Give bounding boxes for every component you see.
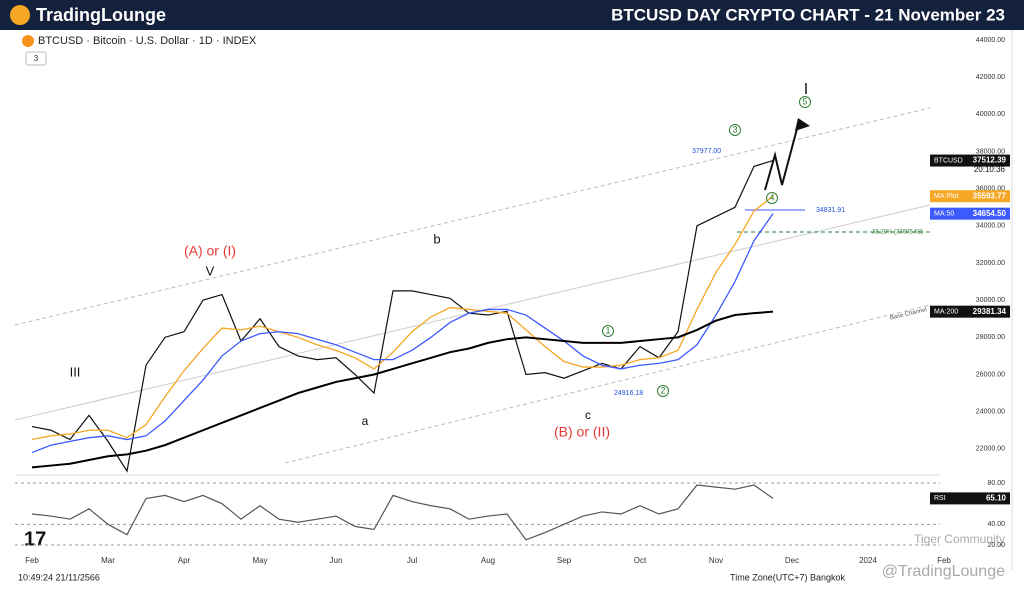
- y-tick-label: 34000.00: [976, 223, 1005, 230]
- symbol-label: BTCUSD · Bitcoin · U.S. Dollar · 1D · IN…: [38, 35, 257, 47]
- annotation: a: [362, 414, 369, 428]
- annotation: V: [206, 263, 215, 278]
- x-tick-label: Jun: [330, 556, 343, 565]
- series-line: [31, 159, 774, 473]
- y-tick-label: 20.00: [987, 542, 1005, 549]
- tag-name: MA:50: [934, 211, 954, 218]
- tag-name: RSI: [934, 495, 946, 502]
- y-tick-label: 80.00: [987, 480, 1005, 487]
- projection: [764, 124, 799, 191]
- price-tag: [930, 154, 1010, 167]
- x-tick-label: Mar: [101, 556, 115, 565]
- annotation: III: [70, 364, 81, 379]
- price-tag: [930, 190, 1010, 203]
- tag-name: BTCUSD: [934, 157, 963, 164]
- wave-circle: [602, 325, 614, 337]
- watermark: @TradingLounge: [882, 563, 1005, 580]
- price-tag: [930, 207, 1010, 220]
- tag-value: 65.10: [986, 494, 1007, 503]
- header-bar: [0, 0, 1024, 30]
- counter: 3: [34, 54, 39, 63]
- x-tick-label: Dec: [785, 556, 799, 565]
- logo: TradingLounge: [36, 5, 166, 25]
- channel-bottom: [284, 304, 931, 464]
- annotation: 4: [769, 192, 774, 202]
- series-line: [31, 213, 774, 454]
- footer-time: 10:49:24 21/11/2566: [18, 572, 100, 582]
- annotation: 34831.91: [816, 207, 845, 214]
- series-line: [31, 484, 774, 541]
- x-tick-label: Feb: [25, 556, 39, 565]
- x-tick-label: Apr: [178, 556, 191, 565]
- wave-circle: [766, 192, 778, 204]
- price-tag: [930, 492, 1010, 505]
- y-tick-label: 32000.00: [976, 260, 1005, 267]
- y-tick-label: 24000.00: [976, 409, 1005, 416]
- y-tick-label: 38000.00: [976, 148, 1005, 155]
- annotation: 38.20% (33605.68): [872, 230, 923, 236]
- wave-circle: [799, 96, 811, 108]
- annotation: I: [804, 81, 808, 98]
- y-tick-label: 26000.00: [976, 371, 1005, 378]
- annotation: 1: [605, 325, 610, 335]
- annotation: Base Channel: [889, 307, 927, 321]
- y-tick-label: 30000.00: [976, 297, 1005, 304]
- y-tick-label: 28000.00: [976, 334, 1005, 341]
- tag-name: MA:200: [934, 309, 958, 316]
- watermark: Tiger Community: [914, 532, 1005, 546]
- y-tick-label: 40000.00: [976, 111, 1005, 118]
- annotation: 2: [660, 385, 665, 395]
- footer-timezone: Time Zone(UTC+7) Bangkok: [730, 572, 845, 582]
- y-tick-label: 40.00: [987, 521, 1005, 528]
- tag-name: MA:Plot: [934, 193, 959, 200]
- arrow-head: [795, 118, 810, 131]
- wave-circle: [657, 385, 669, 397]
- x-tick-label: Oct: [634, 556, 647, 565]
- btc-icon: [22, 35, 34, 47]
- series-line: [31, 310, 774, 469]
- annotation: 24916.18: [614, 390, 643, 397]
- annotation: c: [585, 408, 591, 422]
- price-tag: [930, 305, 1010, 318]
- y-tick-label: 22000.00: [976, 446, 1005, 453]
- x-tick-label: Aug: [481, 556, 495, 565]
- x-tick-label: 2024: [859, 556, 877, 565]
- x-tick-label: Nov: [709, 556, 723, 565]
- tv-logo: 17: [24, 528, 46, 550]
- wave-circle: [729, 124, 741, 136]
- annotation: 37977.00: [692, 148, 721, 155]
- channel-top: [14, 107, 931, 326]
- x-tick-label: May: [252, 556, 267, 565]
- tag-value: 35593.77: [973, 191, 1007, 200]
- y-tick-label: 44000.00: [976, 37, 1005, 44]
- tag-value: 29381.34: [973, 307, 1007, 316]
- annotation: 5: [802, 96, 807, 106]
- annotation: (A) or (I): [184, 243, 236, 259]
- title: BTCUSD DAY CRYPTO CHART - 21 November 23: [611, 5, 1005, 24]
- x-tick-label: Feb: [937, 556, 951, 565]
- annotation: b: [433, 231, 440, 246]
- countdown: 20:10:36: [974, 165, 1006, 174]
- x-tick-label: Sep: [557, 556, 572, 565]
- y-tick-label: 42000.00: [976, 74, 1005, 81]
- tag-value: 34654.50: [973, 209, 1007, 218]
- series-line: [31, 195, 774, 441]
- annotation: (B) or (II): [554, 424, 610, 440]
- logo-icon: [10, 5, 30, 25]
- tag-value: 37512.39: [973, 156, 1007, 165]
- y-tick-label: 36000.00: [976, 186, 1005, 193]
- annotation: 3: [732, 124, 737, 134]
- x-tick-label: Jul: [407, 556, 417, 565]
- counter-box: [25, 51, 47, 66]
